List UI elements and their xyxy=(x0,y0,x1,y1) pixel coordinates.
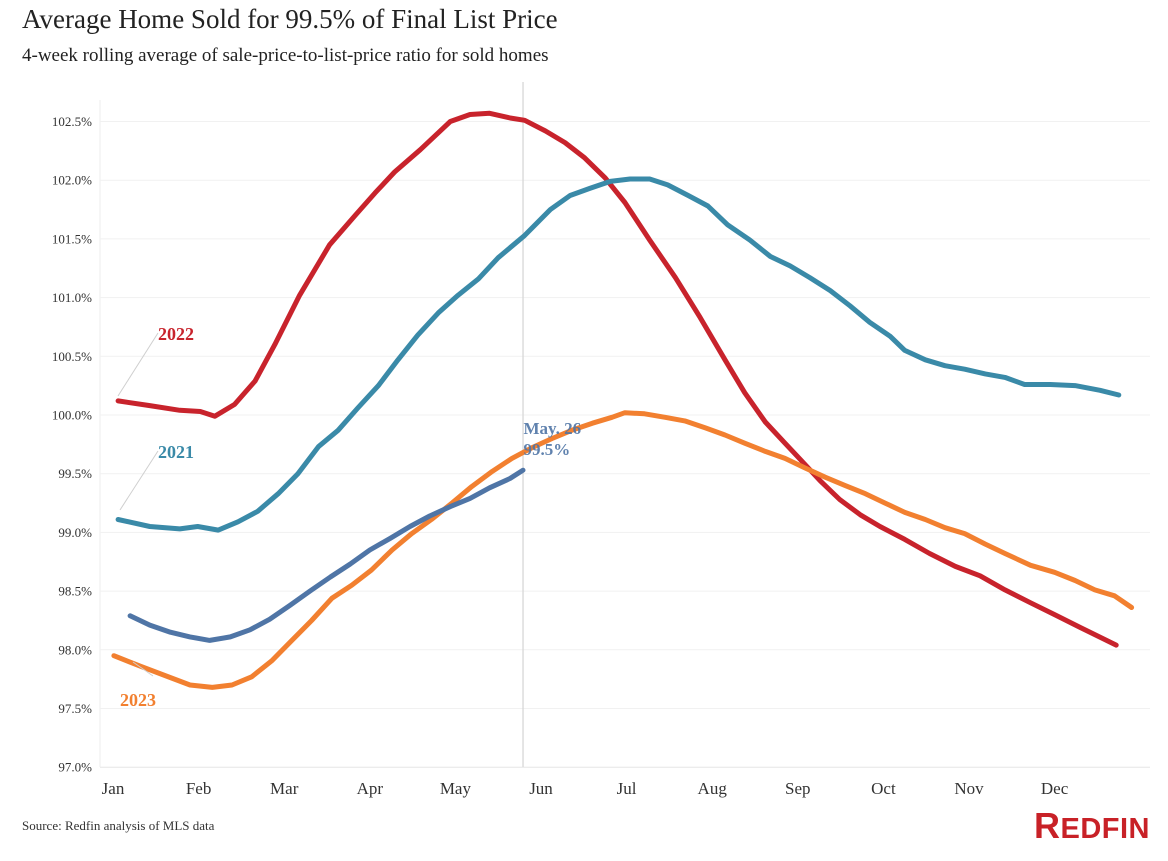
y-tick-label: 97.5% xyxy=(58,701,92,716)
redfin-logo-text: REDFIN xyxy=(1034,805,1150,846)
x-tick-label: Aug xyxy=(698,779,728,798)
y-tick-label: 101.5% xyxy=(52,231,92,246)
y-tick-label: 99.0% xyxy=(58,525,92,540)
redfin-logo: REDFIN xyxy=(1034,804,1150,851)
x-tick-label: Apr xyxy=(357,779,384,798)
y-tick-label: 97.0% xyxy=(58,760,92,775)
series-line-2024 xyxy=(127,467,526,643)
y-tick-label: 98.5% xyxy=(58,584,92,599)
annotation-group: May. 26 99.5% xyxy=(524,419,582,459)
leader-line-2023 xyxy=(132,661,154,677)
series-label-2023: 2023 xyxy=(120,690,156,710)
series-label-2021: 2021 xyxy=(158,442,194,462)
leader-line-2021 xyxy=(119,450,159,511)
series-label-2022: 2022 xyxy=(158,324,194,344)
chart-subtitle: 4-week rolling average of sale-price-to-… xyxy=(22,45,549,66)
x-tick-label: Feb xyxy=(186,779,212,798)
annotation-value: 99.5% xyxy=(524,440,571,459)
x-axis: Jan Feb Mar Apr May Jun Jul Aug Sep Oct Nov Dec xyxy=(102,779,1069,798)
x-tick-label: Jan xyxy=(102,779,125,798)
x-tick-label: Dec xyxy=(1041,779,1069,798)
annotation-date: May. 26 xyxy=(524,419,582,438)
x-tick-label: Sep xyxy=(785,779,811,798)
y-tick-label: 102.0% xyxy=(52,173,92,188)
leader-line-2022 xyxy=(117,332,159,397)
y-tick-label: 99.5% xyxy=(58,466,92,481)
x-tick-label: May xyxy=(440,779,472,798)
x-tick-label: Jun xyxy=(529,779,553,798)
series-labels: 2022 2021 2023 xyxy=(117,324,194,710)
source-note: Source: Redfin analysis of MLS data xyxy=(22,818,215,833)
series-line-2022 xyxy=(115,110,1119,648)
x-tick-label: Nov xyxy=(954,779,984,798)
series-line-2023 xyxy=(111,410,1135,690)
x-tick-label: Oct xyxy=(871,779,896,798)
series-lines xyxy=(111,110,1135,690)
y-tick-label: 100.5% xyxy=(52,349,92,364)
y-axis: 97.0% 97.5% 98.0% 98.5% 99.0% 99.5% 100.0% 100.… xyxy=(52,114,92,775)
y-tick-label: 98.0% xyxy=(58,642,92,657)
gridlines xyxy=(99,100,1150,768)
redfin-logo-rest: EDFIN xyxy=(1060,813,1150,845)
x-tick-label: Jul xyxy=(617,779,637,798)
x-tick-label: Mar xyxy=(270,779,299,798)
y-tick-label: 100.0% xyxy=(52,408,92,423)
y-tick-label: 101.0% xyxy=(52,290,92,305)
series-line-2021 xyxy=(115,176,1122,533)
chart-title: Average Home Sold for 99.5% of Final Lis… xyxy=(22,4,558,34)
y-tick-label: 102.5% xyxy=(52,114,92,129)
